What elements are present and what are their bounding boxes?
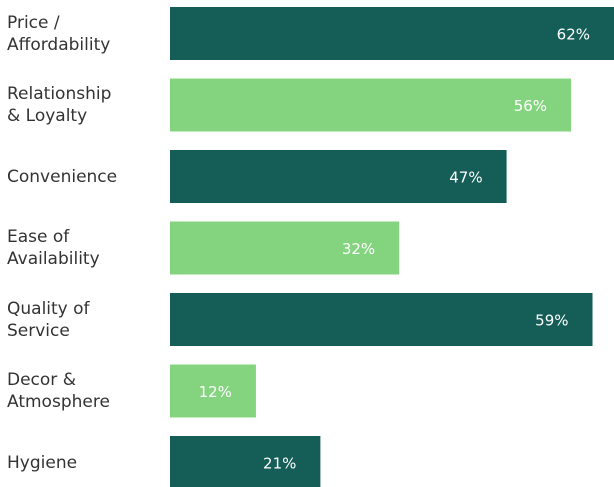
bar-value-label-2: 47% (449, 169, 482, 187)
category-label-price-affordability: Price / Affordability (7, 12, 111, 55)
bar-4 (170, 293, 593, 346)
bar-value-label-6: 21% (263, 455, 296, 473)
category-label-ease-of-availability: Ease of Availability (7, 227, 100, 269)
bar-1 (170, 78, 572, 132)
bar-0 (170, 7, 614, 60)
category-label-convenience: Convenience (7, 166, 118, 187)
bar-value-label-5: 12% (199, 383, 232, 401)
bar-value-label-1: 56% (514, 97, 547, 115)
category-label-quality-of-service: Quality of Service (7, 298, 90, 341)
bar-2 (170, 150, 507, 203)
category-label-hygiene: Hygiene (7, 452, 78, 473)
category-label-decor-atmosphere: Decor & Atmosphere (7, 370, 110, 412)
bar-value-label-0: 62% (557, 26, 590, 44)
bar-5 (170, 364, 256, 418)
bar-value-label-3: 32% (342, 240, 375, 258)
bar-value-label-4: 59% (535, 312, 568, 330)
bar-6 (170, 436, 321, 487)
bar-3 (170, 221, 400, 275)
category-label-relationship-loyalty: Relationship & Loyalty (7, 84, 112, 126)
